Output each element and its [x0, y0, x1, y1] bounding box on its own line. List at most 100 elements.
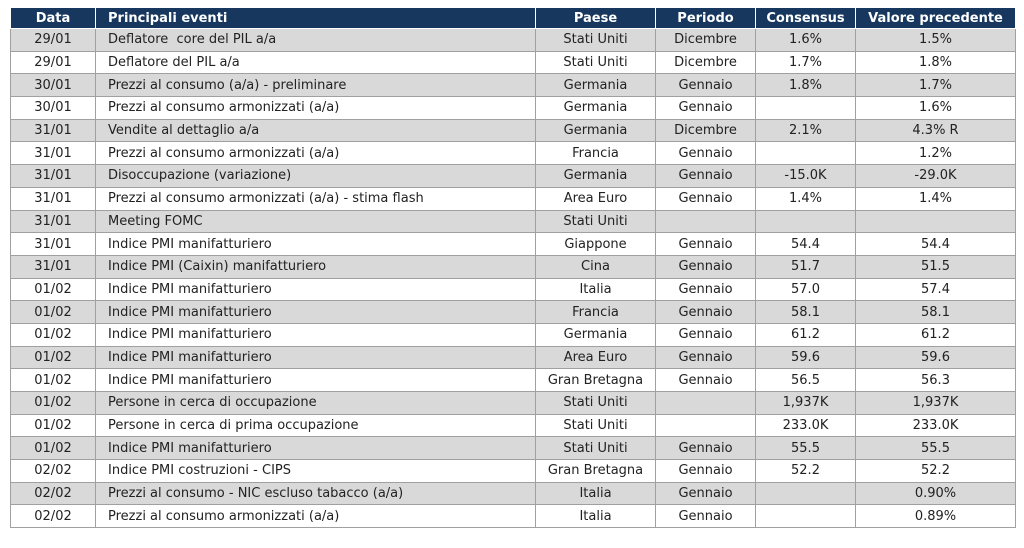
table-row: 02/02 Indice PMI costruzioni - CIPS Gran B…: [10, 459, 1016, 483]
table-cell: 30/01: [10, 73, 96, 98]
table-cell: 1.7%: [755, 50, 856, 75]
table-cell: 51.7: [755, 254, 856, 279]
table-cell: [855, 209, 1016, 234]
table-cell: Gennaio: [655, 164, 756, 188]
table-cell: 1.6%: [855, 96, 1016, 120]
table-cell: Prezzi al consumo armonizzati (a/a) - st…: [95, 186, 536, 211]
table-cell: 31/01: [10, 254, 96, 279]
table-cell: 31/01: [10, 209, 96, 234]
table-cell: 57.4: [855, 277, 1016, 302]
table-cell: Francia: [535, 141, 656, 166]
table-body: 29/01 Deflatore core del PIL a/a Stati Uni…: [10, 28, 1016, 529]
table-cell: Gennaio: [655, 459, 756, 483]
column-header: Data: [10, 7, 96, 29]
table-row: 31/01 Prezzi al consumo armonizzati (a/a)…: [10, 141, 1016, 166]
table-cell: Prezzi al consumo armonizzati (a/a): [95, 504, 536, 529]
table-cell: Deflatore del PIL a/a: [95, 50, 536, 75]
table-cell: 54.4: [755, 232, 856, 256]
table-cell: Indice PMI manifatturiero: [95, 436, 536, 461]
table-cell: 1.7%: [855, 73, 1016, 98]
table-cell: 1.6%: [755, 28, 856, 52]
table-cell: Germania: [535, 118, 656, 143]
table-row: 01/02 Indice PMI manifatturiero Italia Genn…: [10, 277, 1016, 302]
table-cell: Indice PMI manifatturiero: [95, 322, 536, 347]
table-cell: 0.89%: [855, 504, 1016, 529]
table-cell: Prezzi al consumo - NIC escluso tabacco …: [95, 481, 536, 506]
table-row: 01/02 Persone in cerca di prima occupazio…: [10, 413, 1016, 438]
table-cell: [755, 96, 856, 120]
table-cell: Stati Uniti: [535, 209, 656, 234]
table-cell: Gennaio: [655, 300, 756, 324]
table-cell: [655, 413, 756, 438]
table-cell: 01/02: [10, 322, 96, 347]
header-row: Data Principali eventi Paese Periodo Consens…: [10, 7, 1016, 29]
column-header: Consensus: [755, 7, 856, 29]
table-cell: Gennaio: [655, 254, 756, 279]
table-cell: [755, 504, 856, 529]
table-cell: Indice PMI manifatturiero: [95, 345, 536, 370]
table-cell: 233.0K: [855, 413, 1016, 438]
table-cell: 58.1: [755, 300, 856, 324]
table-cell: 31/01: [10, 232, 96, 256]
table-cell: Germania: [535, 164, 656, 188]
table-cell: 01/02: [10, 436, 96, 461]
table-cell: Indice PMI manifatturiero: [95, 232, 536, 256]
table-cell: 30/01: [10, 96, 96, 120]
table-cell: Gennaio: [655, 277, 756, 302]
table-cell: [655, 209, 756, 234]
table-row: 01/02 Indice PMI manifatturiero Gran Breta…: [10, 368, 1016, 392]
table-cell: Gennaio: [655, 186, 756, 211]
table-row: 31/01 Prezzi al consumo armonizzati (a/a)…: [10, 186, 1016, 211]
table-cell: 54.4: [855, 232, 1016, 256]
table-row: 01/02 Indice PMI manifatturiero Stati Unit…: [10, 436, 1016, 461]
table-cell: 52.2: [855, 459, 1016, 483]
table-cell: Dicembre: [655, 50, 756, 75]
table-cell: 1,937K: [855, 391, 1016, 415]
table-row: 31/01 Vendite al dettaglio a/a Germania Dic…: [10, 118, 1016, 143]
table-cell: Prezzi al consumo (a/a) - preliminare: [95, 73, 536, 98]
table-cell: 4.3% R: [855, 118, 1016, 143]
table-row: 01/02 Indice PMI manifatturiero Francia Gen…: [10, 300, 1016, 324]
table-cell: 1,937K: [755, 391, 856, 415]
column-header: Periodo: [655, 7, 756, 29]
table-cell: 1.5%: [855, 28, 1016, 52]
table-cell: Germania: [535, 322, 656, 347]
table-row: 31/01 Disoccupazione (variazione) Germania…: [10, 164, 1016, 188]
table-cell: Gennaio: [655, 232, 756, 256]
table-cell: 55.5: [755, 436, 856, 461]
table-cell: Stati Uniti: [535, 28, 656, 52]
table-cell: Indice PMI costruzioni - CIPS: [95, 459, 536, 483]
table-cell: Persone in cerca di prima occupazione: [95, 413, 536, 438]
table-cell: Indice PMI (Caixin) manifatturiero: [95, 254, 536, 279]
table-cell: Gennaio: [655, 481, 756, 506]
table-row: 01/02 Indice PMI manifatturiero Germania Ge…: [10, 322, 1016, 347]
table-cell: 59.6: [755, 345, 856, 370]
table-cell: -15.0K: [755, 164, 856, 188]
table-cell: Gennaio: [655, 322, 756, 347]
table-cell: Stati Uniti: [535, 436, 656, 461]
table-cell: 02/02: [10, 481, 96, 506]
table-cell: Vendite al dettaglio a/a: [95, 118, 536, 143]
table-cell: Indice PMI manifatturiero: [95, 277, 536, 302]
table-cell: Giappone: [535, 232, 656, 256]
table-cell: 31/01: [10, 141, 96, 166]
table-cell: Gennaio: [655, 368, 756, 392]
table-cell: 233.0K: [755, 413, 856, 438]
table-cell: Francia: [535, 300, 656, 324]
table-cell: Disoccupazione (variazione): [95, 164, 536, 188]
table-cell: 1.8%: [855, 50, 1016, 75]
table-cell: Gennaio: [655, 504, 756, 529]
table-cell: 01/02: [10, 277, 96, 302]
table-cell: 56.3: [855, 368, 1016, 392]
table-cell: [755, 481, 856, 506]
table-cell: Italia: [535, 481, 656, 506]
table-cell: [755, 209, 856, 234]
table-cell: Gennaio: [655, 436, 756, 461]
table-cell: 31/01: [10, 186, 96, 211]
table-cell: Deflatore core del PIL a/a: [95, 28, 536, 52]
column-header: Valore precedente: [855, 7, 1016, 29]
table-cell: 56.5: [755, 368, 856, 392]
table-cell: Gennaio: [655, 345, 756, 370]
table-cell: Meeting FOMC: [95, 209, 536, 234]
